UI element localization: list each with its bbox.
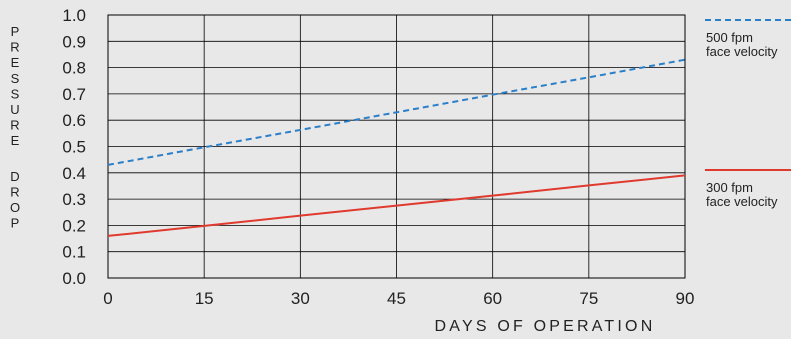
y-axis-title-letter: P xyxy=(11,216,20,231)
legend-label: face velocity xyxy=(706,194,778,209)
y-axis-title-letter: S xyxy=(11,86,20,101)
y-tick-label: 0.1 xyxy=(62,243,86,262)
y-axis-title-letter: P xyxy=(11,24,20,39)
x-tick-label: 75 xyxy=(579,289,598,308)
x-tick-label: 30 xyxy=(291,289,310,308)
x-tick-label: 60 xyxy=(483,289,502,308)
grid-lines xyxy=(107,14,686,279)
y-tick-label: 0.8 xyxy=(62,59,86,78)
y-tick-label: 0.3 xyxy=(62,190,86,209)
y-axis-title-letter: O xyxy=(10,200,20,215)
y-axis-title-letter: R xyxy=(10,184,19,199)
y-tick-label: 0.7 xyxy=(62,85,86,104)
legend-label: face velocity xyxy=(706,44,778,59)
y-axis-title-letter: D xyxy=(10,169,19,184)
y-tick-label: 1.0 xyxy=(62,6,86,25)
x-axis-title: DAYS OF OPERATION xyxy=(435,318,656,335)
x-tick-label: 0 xyxy=(103,289,112,308)
series-line xyxy=(107,58,686,166)
y-tick-label: 0.5 xyxy=(62,138,86,157)
y-tick-label: 0.4 xyxy=(62,164,86,183)
legend-label: 300 fpm xyxy=(706,180,753,195)
x-tick-label: 45 xyxy=(387,289,406,308)
y-tick-labels: 0.0 0.1 0.2 0.3 0.4 0.5 0.6 0.7 0.8 0.9 1.0 xyxy=(62,6,86,288)
y-axis-title-letter: S xyxy=(11,71,20,86)
y-axis-title-letter: R xyxy=(10,40,19,55)
y-tick-label: 0.6 xyxy=(62,111,86,130)
legend-label: 500 fpm xyxy=(706,30,753,45)
y-axis-title-letter: E xyxy=(11,133,20,148)
y-axis-title-letter: R xyxy=(10,118,19,133)
x-tick-labels: 0 15 30 45 60 75 90 xyxy=(103,289,694,308)
x-tick-label: 90 xyxy=(676,289,695,308)
y-tick-label: 0.9 xyxy=(62,32,86,51)
series-lines xyxy=(107,58,686,237)
x-tick-label: 15 xyxy=(195,289,214,308)
y-axis-title-letter: U xyxy=(10,102,19,117)
y-axis-title-letter: E xyxy=(11,55,20,70)
y-tick-label: 0.2 xyxy=(62,216,86,235)
y-tick-label: 0.0 xyxy=(62,269,86,288)
series-line xyxy=(107,174,686,237)
